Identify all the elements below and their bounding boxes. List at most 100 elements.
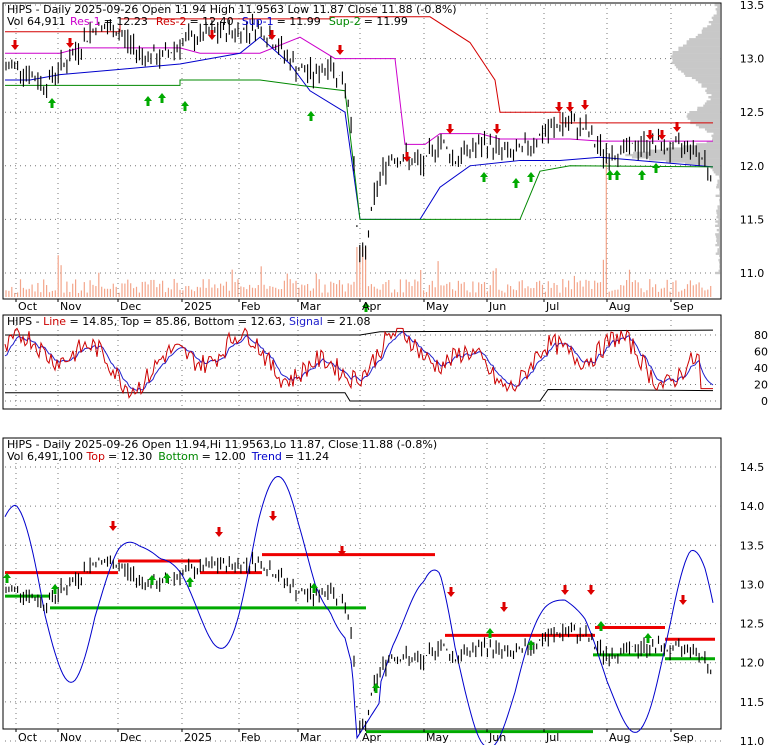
volume-bar <box>512 289 515 297</box>
legend-value: = 12.30 <box>108 450 152 463</box>
legend-value: = 11.24 <box>285 450 329 463</box>
volume-profile-bar <box>715 173 720 176</box>
down-arrow-icon <box>336 45 344 55</box>
volume-bar <box>46 285 48 297</box>
volume-profile-bar <box>672 53 720 56</box>
x-tick-label: Aug <box>609 731 630 744</box>
legend-value: = 12.40 <box>189 15 233 28</box>
volume-profile-bar <box>719 263 720 266</box>
x-tick-label: Nov <box>60 731 82 744</box>
volume-bar <box>130 283 132 297</box>
volume-bar <box>623 285 625 297</box>
volume-bar <box>63 292 65 297</box>
volume-bar <box>208 279 210 297</box>
volume-bar <box>454 290 457 297</box>
volume-bar <box>324 284 326 297</box>
volume-bar <box>347 283 349 297</box>
volume-profile-bar <box>718 258 720 262</box>
volume-bar <box>333 282 335 297</box>
volume-profile-bar <box>697 33 720 37</box>
volume-bar <box>669 291 671 297</box>
stochastic-y-axis: 80 60 40 20 0 <box>754 329 768 408</box>
volume-bar <box>370 284 372 297</box>
volume-profile-bar <box>719 265 720 268</box>
up-arrow-icon <box>310 583 318 593</box>
x-tick-label: Sep <box>673 731 694 744</box>
volume-profile-bar <box>690 119 720 122</box>
volume-profile-bar <box>711 93 720 97</box>
volume-profile-bar <box>715 224 720 228</box>
volume-bar <box>466 290 468 297</box>
x-tick-label: Dec <box>120 731 141 744</box>
volume-bar <box>118 292 120 297</box>
volume-bar <box>336 284 338 297</box>
volume-profile-bar <box>717 205 720 208</box>
x-tick-label: Jul <box>545 731 559 744</box>
volume-bar <box>367 286 370 297</box>
volume-bar <box>80 290 82 297</box>
volume-bar <box>167 287 169 297</box>
volume-bar <box>553 282 555 297</box>
volume-profile-bar <box>711 16 720 20</box>
volume-bar <box>106 288 109 297</box>
volume-bar <box>570 289 573 297</box>
volume-bar <box>434 287 436 297</box>
volume-bar <box>188 285 190 297</box>
volume-profile-bar <box>706 141 720 144</box>
volume-bar <box>672 282 674 297</box>
volume-bar <box>301 284 303 297</box>
volume-bar <box>486 291 488 297</box>
volume-bar <box>176 282 178 297</box>
x-tick-label: May <box>426 300 449 313</box>
volume-profile-bar <box>687 113 720 116</box>
volume-profile-bar <box>677 68 720 71</box>
volume-bar <box>544 291 546 297</box>
volume-bar <box>286 273 288 297</box>
volume-profile-bar <box>715 271 720 275</box>
volume-profile-bar <box>719 177 720 180</box>
volume-profile-bar <box>670 55 720 58</box>
volume-bar <box>640 288 642 297</box>
up-arrow-icon <box>652 163 660 173</box>
down-arrow-icon <box>500 602 508 612</box>
y-tick-label: 80 <box>754 329 768 342</box>
volume-profile-bar <box>715 233 720 236</box>
volume-profile-bar <box>701 83 720 86</box>
volume-profile-bar <box>718 175 720 178</box>
volume-bar <box>356 247 358 297</box>
volume-profile-bar <box>683 72 720 75</box>
legend-value: = 12.00 <box>202 450 246 463</box>
volume-profile-bar <box>715 194 720 198</box>
volume-bar <box>240 286 242 297</box>
volume-bar <box>457 280 459 297</box>
volume-bar <box>292 283 294 297</box>
volume-profile-bar <box>719 267 720 270</box>
volume-bar <box>634 280 636 297</box>
volume-bar <box>686 284 689 297</box>
volume-bar <box>19 279 22 297</box>
y-tick-label: 20 <box>754 379 768 392</box>
volume-bar <box>222 285 225 297</box>
volume-bar <box>463 282 465 297</box>
volume-bar <box>228 290 230 297</box>
volume-bar <box>353 281 355 297</box>
volume-profile-bar <box>718 218 720 221</box>
volume-bar <box>597 282 599 297</box>
volume-bar <box>75 279 77 297</box>
volume-profile-bar <box>695 35 720 39</box>
volume-profile-bar <box>713 132 720 135</box>
volume-profile-bar <box>707 25 720 28</box>
trend-panel <box>2 437 722 730</box>
volume-profile-bar <box>682 44 720 47</box>
volume-bar <box>498 289 500 297</box>
volume-bar <box>637 282 639 297</box>
volume-profile-bar <box>716 216 720 219</box>
down-arrow-icon <box>268 30 276 40</box>
volume-bar <box>402 292 404 297</box>
trend-legend: Vol 6,491,100 Top = 12.30 Bottom = 12.00 Tre… <box>7 450 329 463</box>
y-tick-label: 11.5 <box>740 696 765 709</box>
header-segment: = 14.85, Top = 85.86, Bottom = 12.63, <box>66 315 289 328</box>
volume-bar <box>440 285 442 297</box>
sup-1-line <box>5 36 714 220</box>
volume-bar <box>483 282 486 297</box>
